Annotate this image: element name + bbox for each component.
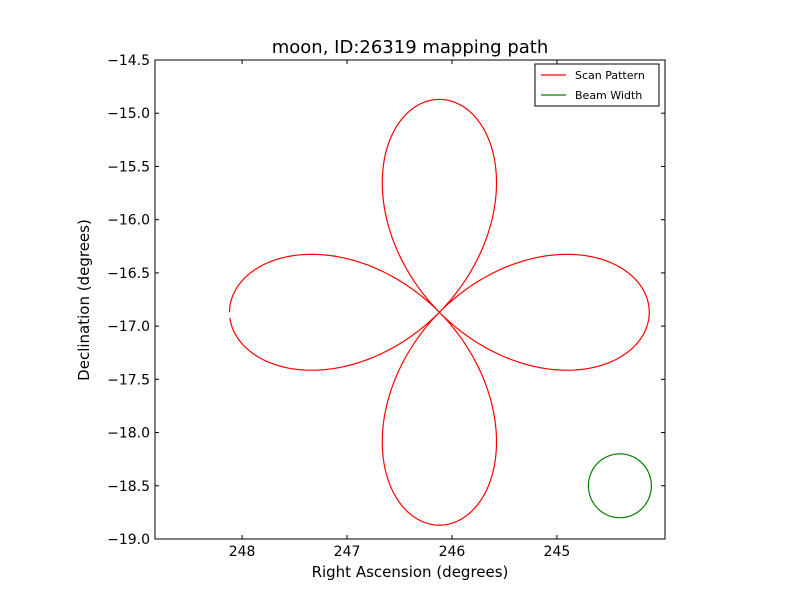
y-tick-label: −16.0 <box>107 213 150 229</box>
y-tick-label: −17.0 <box>107 319 150 335</box>
scan-pattern-line <box>228 98 650 526</box>
legend-label: Beam Width <box>575 89 642 102</box>
y-tick-label: −18.0 <box>107 426 150 442</box>
x-tick-label: 246 <box>439 544 466 560</box>
x-axis-ticks: 248 247 246 245 <box>229 60 571 560</box>
legend-box <box>534 63 660 107</box>
x-tick-label: 247 <box>334 544 361 560</box>
y-tick-label: −16.5 <box>107 266 150 282</box>
x-tick-label: 245 <box>544 544 571 560</box>
y-tick-label: −15.5 <box>107 159 150 175</box>
legend-label: Scan Pattern <box>575 69 645 82</box>
y-axis-label: Declination (degrees) <box>75 219 93 381</box>
y-tick-label: −17.5 <box>107 372 150 388</box>
y-tick-label: −19.0 <box>107 532 150 548</box>
y-tick-label: −15.0 <box>107 106 150 122</box>
y-axis-ticks: −14.5 −15.0 −15.5 −16.0 −16.5 −17.0 −17.5 −18.0… <box>107 53 665 548</box>
series-layer <box>228 98 652 526</box>
beam-width-line <box>587 453 652 519</box>
y-tick-label: −18.5 <box>107 479 150 495</box>
x-tick-label: 248 <box>229 544 256 560</box>
chart-title: moon, ID:26319 mapping path <box>272 37 549 58</box>
legend: Scan Pattern Beam Width <box>534 63 660 107</box>
y-tick-label: −14.5 <box>107 53 150 69</box>
plot-frame <box>154 59 666 540</box>
x-axis-label: Right Ascension (degrees) <box>312 563 509 581</box>
